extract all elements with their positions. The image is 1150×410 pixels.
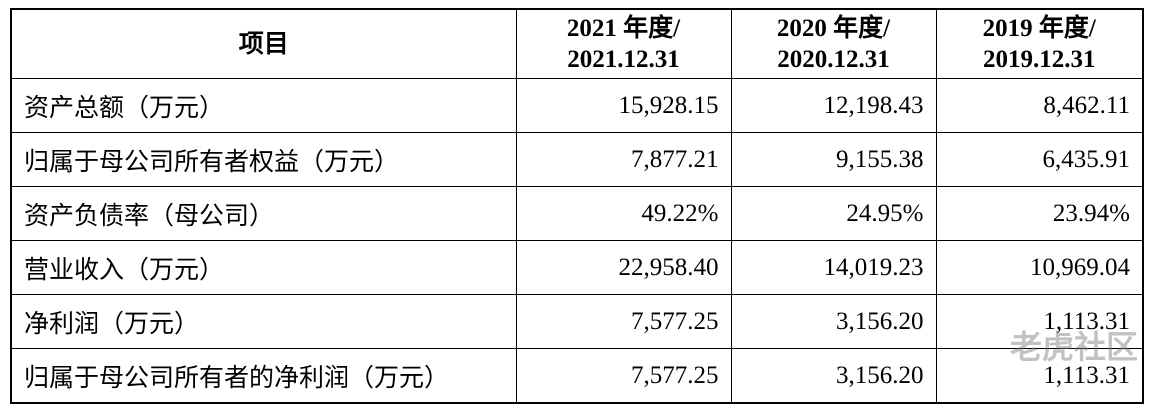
row-label: 净利润（万元） (10, 294, 517, 349)
header-row: 项目 2021 年度/2021.12.31 2020 年度/2020.12.31 20… (10, 8, 1144, 79)
header-line: 2020.12.31 (777, 46, 890, 73)
value-cell: 23.94% (935, 186, 1144, 241)
header-line: 2021 年度/ (566, 15, 681, 42)
value-cell: 24.95% (730, 186, 937, 241)
table-body: 资产总额（万元） 15,928.15 12,198.43 8,462.11 归属于母公司… (10, 78, 1144, 404)
table-row: 净利润（万元） 7,577.25 3,156.20 1,113.31 (10, 294, 1144, 349)
value-cell: 7,577.25 (515, 348, 732, 404)
financial-table: 项目 2021 年度/2021.12.31 2020 年度/2020.12.31 20… (10, 8, 1144, 404)
table-row: 营业收入（万元） 22,958.40 14,019.23 10,969.04 (10, 240, 1144, 295)
value-cell: 8,462.11 (935, 78, 1144, 133)
value-cell: 1,113.31 (935, 348, 1144, 404)
row-label: 资产总额（万元） (10, 78, 517, 133)
value-cell: 3,156.20 (730, 294, 937, 349)
row-label: 归属于母公司所有者权益（万元） (10, 132, 517, 187)
value-cell: 1,113.31 (935, 294, 1144, 349)
value-cell: 7,577.25 (515, 294, 732, 349)
row-label: 归属于母公司所有者的净利润（万元） (10, 348, 517, 404)
value-cell: 14,019.23 (730, 240, 937, 295)
value-cell: 15,928.15 (515, 78, 732, 133)
row-label: 资产负债率（母公司） (10, 186, 517, 241)
value-cell: 10,969.04 (935, 240, 1144, 295)
value-cell: 22,958.40 (515, 240, 732, 295)
value-cell: 9,155.38 (730, 132, 937, 187)
header-line: 2019.12.31 (983, 46, 1096, 73)
table-row: 资产总额（万元） 15,928.15 12,198.43 8,462.11 (10, 78, 1144, 133)
value-cell: 6,435.91 (935, 132, 1144, 187)
header-line: 2019 年度/ (982, 15, 1096, 42)
watermark: 老虎社区 (1010, 328, 1139, 366)
table-row: 归属于母公司所有者的净利润（万元） 7,577.25 3,156.20 1,113.3… (10, 348, 1144, 404)
table-row: 资产负债率（母公司） 49.22% 24.95% 23.94% (10, 186, 1144, 241)
header-cell: 2021 年度/2021.12.31 (515, 8, 732, 79)
table-row: 归属于母公司所有者权益（万元） 7,877.21 9,155.38 6,435.91 (10, 132, 1144, 187)
header-line: 2020 年度/ (776, 15, 891, 42)
header-cell: 2020 年度/2020.12.31 (730, 8, 937, 79)
value-cell: 3,156.20 (730, 348, 937, 404)
value-cell: 7,877.21 (515, 132, 732, 187)
header-cell: 2019 年度/2019.12.31 (935, 8, 1144, 79)
header-cell: 项目 (10, 8, 517, 79)
value-cell: 49.22% (515, 186, 732, 241)
header-line: 2021.12.31 (567, 46, 680, 73)
row-label: 营业收入（万元） (10, 240, 517, 295)
value-cell: 12,198.43 (730, 78, 937, 133)
